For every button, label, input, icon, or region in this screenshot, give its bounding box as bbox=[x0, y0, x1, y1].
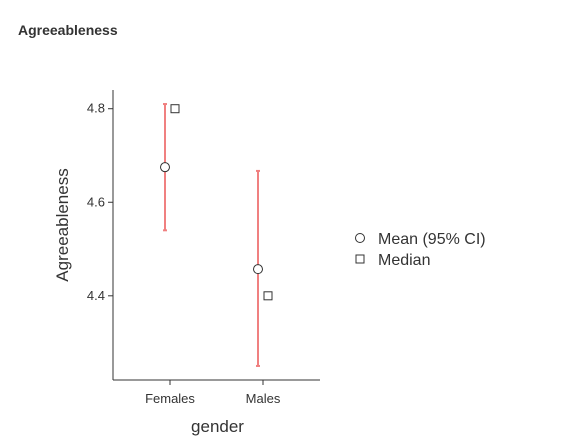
x-tick-label: Females bbox=[145, 391, 195, 406]
legend-label-mean: Mean (95% CI) bbox=[378, 231, 486, 248]
median-point bbox=[170, 104, 180, 114]
y-ticks: 4.4 4.6 4.8 bbox=[87, 101, 113, 303]
y-tick-label: 4.8 bbox=[87, 101, 105, 116]
y-tick-label: 4.4 bbox=[87, 288, 105, 303]
mean-point bbox=[253, 264, 263, 275]
data-markers bbox=[160, 104, 273, 301]
x-tick-label: Males bbox=[246, 391, 281, 406]
error-bars bbox=[163, 103, 260, 367]
legend-label-median: Median bbox=[378, 252, 430, 269]
x-ticks: Females Males bbox=[145, 380, 281, 406]
legend-square-symbol bbox=[355, 254, 365, 264]
legend: Mean (95% CI) Median bbox=[355, 231, 486, 269]
x-axis-title: gender bbox=[191, 417, 244, 436]
median-point bbox=[263, 291, 273, 301]
chart-axes bbox=[112, 90, 320, 381]
y-tick-label: 4.6 bbox=[87, 194, 105, 209]
legend-circle-symbol bbox=[355, 233, 365, 243]
mean-point bbox=[160, 162, 170, 173]
chart-heading: Agreeableness bbox=[18, 22, 118, 38]
y-axis-title: Agreeableness bbox=[53, 168, 72, 281]
